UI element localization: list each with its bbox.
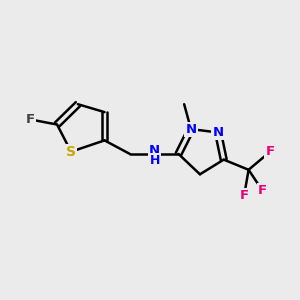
Text: H: H [150, 154, 160, 167]
Text: F: F [239, 189, 249, 202]
Text: N: N [185, 123, 197, 136]
Text: N: N [212, 126, 224, 139]
Text: S: S [66, 145, 76, 159]
Text: F: F [266, 145, 274, 158]
Text: F: F [258, 184, 267, 196]
Text: F: F [26, 113, 34, 126]
Text: N: N [149, 144, 160, 157]
